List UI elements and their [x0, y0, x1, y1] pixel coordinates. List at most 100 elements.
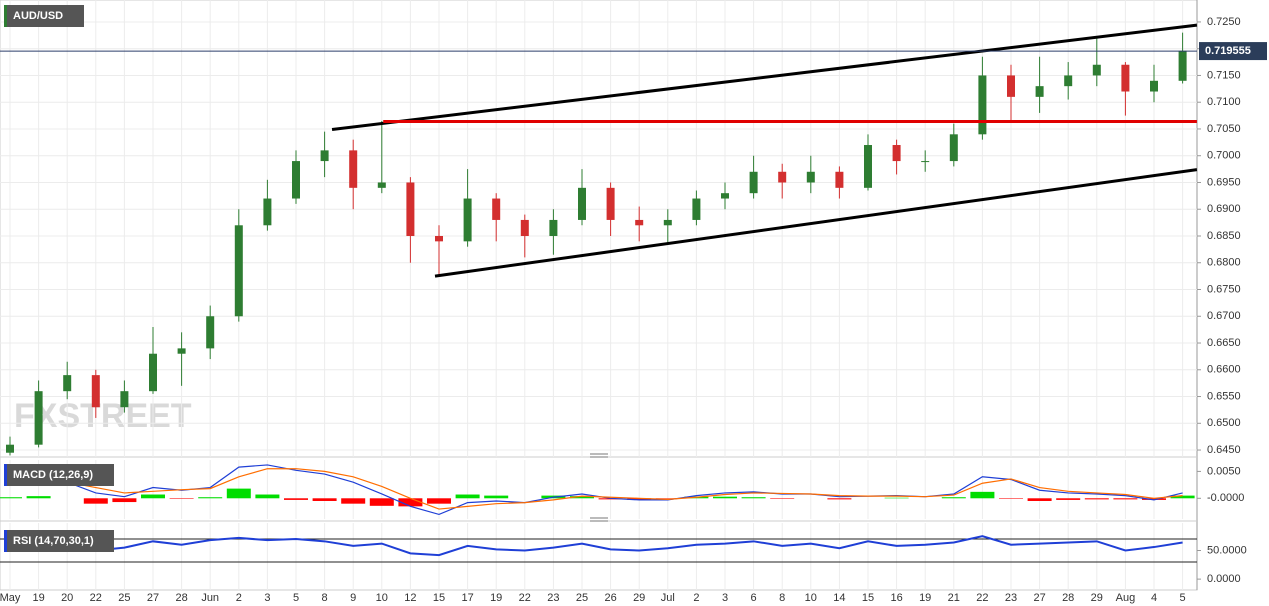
x-tick-label: 14	[833, 592, 845, 604]
x-tick-label: Jul	[661, 592, 675, 604]
x-tick-label: 19	[919, 592, 931, 604]
macd-histogram-bar	[26, 496, 51, 499]
x-tick-label: 12	[404, 592, 416, 604]
x-tick-label: 3	[264, 592, 270, 604]
macd-histogram-bar	[570, 496, 594, 499]
candle-body	[263, 198, 272, 226]
x-tick-label: 5	[293, 592, 299, 604]
macd-histogram-bar	[312, 498, 337, 501]
x-tick-label: Jun	[201, 592, 219, 604]
y-tick-label: 0.6850	[1207, 230, 1241, 242]
macd-title: MACD (12,26,9)	[13, 469, 93, 481]
y-tick-label: 0.0000	[1207, 573, 1241, 585]
x-tick-label: 23	[1005, 592, 1017, 604]
x-tick-label: 22	[976, 592, 988, 604]
candle-body	[349, 150, 358, 188]
candle-body	[835, 171, 844, 188]
candle-body	[6, 444, 14, 453]
candle-body	[949, 134, 958, 162]
x-tick-label: 20	[61, 592, 73, 604]
x-tick-label: 29	[633, 592, 645, 604]
candle-body	[578, 187, 586, 220]
macd-line	[9, 468, 1183, 510]
candle-body	[663, 219, 672, 226]
candle-body	[149, 353, 157, 392]
x-tick-label: 16	[890, 592, 902, 604]
y-tick-label: 0.6900	[1207, 203, 1241, 215]
candle-body	[435, 235, 443, 242]
macd-histogram-bar	[369, 498, 394, 506]
panel-title: RSI (14,70,30,1)	[4, 530, 114, 552]
x-tick-label: 22	[90, 592, 102, 604]
y-tick-label: 0.6500	[1207, 417, 1241, 429]
x-tick-label: 10	[376, 592, 388, 604]
candle-body	[778, 171, 787, 183]
x-tick-label: 5	[1180, 592, 1186, 604]
macd-histogram-bar	[1027, 498, 1052, 501]
y-tick-label: 0.7250	[1207, 16, 1241, 28]
candle-body	[463, 198, 472, 242]
candle-body	[206, 316, 215, 349]
candle-body	[1150, 80, 1158, 92]
candle-body	[749, 171, 758, 194]
candle-body	[1035, 86, 1044, 97]
candle-body	[921, 161, 930, 163]
candle-body	[1178, 50, 1187, 81]
candle-body	[63, 375, 72, 392]
candle-body	[692, 198, 701, 220]
x-tick-label: 9	[350, 592, 356, 604]
macd-histogram-bar	[255, 494, 280, 499]
candle-body	[1007, 75, 1015, 97]
x-tick-label: 2	[236, 592, 242, 604]
y-tick-label: 0.6650	[1207, 337, 1241, 349]
candle-body	[34, 391, 43, 445]
macd-histogram-bar	[655, 498, 680, 499]
macd-histogram-bar	[0, 497, 22, 499]
macd-histogram-bar	[770, 498, 795, 499]
candle-body	[864, 145, 872, 188]
x-tick-label: 8	[779, 592, 785, 604]
panel-title: MACD (12,26,9)	[4, 464, 114, 486]
macd-histogram-bar	[341, 498, 366, 504]
y-tick-label: 0.7100	[1207, 96, 1241, 108]
x-tick-label: 3	[722, 592, 728, 604]
splitter-handle[interactable]	[590, 453, 608, 458]
splitter-handle[interactable]	[590, 517, 608, 522]
macd-histogram-bar	[627, 498, 652, 500]
x-tick-label: 8	[322, 592, 328, 604]
macd-histogram-bar	[226, 488, 251, 499]
y-tick-label: 0.6800	[1207, 257, 1241, 269]
x-tick-label: 29	[1091, 592, 1103, 604]
x-tick-label: 21	[948, 592, 960, 604]
x-tick-label: 19	[490, 592, 502, 604]
macd-histogram-bar	[284, 498, 308, 500]
candle-body	[978, 75, 987, 135]
last-price-label: 0.719555	[1205, 45, 1251, 57]
macd-histogram-bar	[398, 498, 423, 507]
macd-histogram-bar	[427, 498, 451, 504]
candle-body	[177, 348, 186, 354]
macd-histogram-bar	[455, 494, 480, 499]
x-tick-label: 4	[1151, 592, 1157, 604]
macd-histogram-bar	[1084, 498, 1109, 500]
macd-histogram-bar	[112, 498, 137, 503]
x-tick-label: 26	[604, 592, 616, 604]
x-tick-label: 15	[433, 592, 445, 604]
candle-body	[120, 391, 129, 408]
watermark: FXSTREET	[14, 397, 192, 435]
y-tick-label: 0.6750	[1207, 283, 1241, 295]
candle-body	[806, 171, 815, 183]
macd-histogram-bar	[1113, 498, 1138, 500]
candle-body	[892, 145, 901, 162]
macd-histogram-bar	[1142, 498, 1166, 500]
x-tick-label: 28	[1062, 592, 1074, 604]
candle-body	[1121, 64, 1130, 92]
candle-body	[320, 150, 329, 162]
macd-histogram-bar	[169, 498, 194, 499]
candle-body	[492, 198, 501, 220]
y-tick-label: 0.0050	[1207, 465, 1241, 477]
x-tick-label: May	[0, 592, 21, 604]
candle-body	[1092, 64, 1101, 76]
macd-histogram-bar	[970, 491, 995, 499]
